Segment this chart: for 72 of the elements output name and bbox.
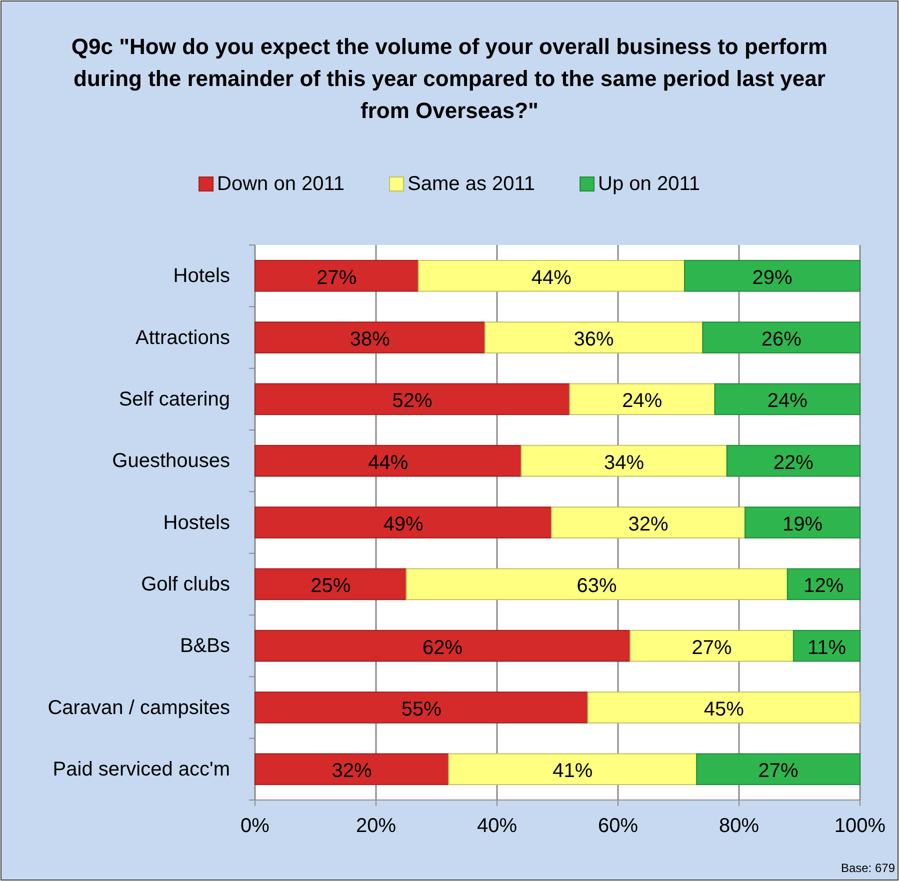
y-tick-label: Guesthouses [112, 450, 230, 472]
bar [630, 630, 794, 662]
data-label: 55% [401, 698, 442, 720]
bar [254, 444, 522, 477]
y-tick-label: Caravan / campsites [48, 696, 230, 719]
x-tick-label: 0% [240, 815, 270, 838]
y-tick-label: Golf clubs [141, 574, 230, 596]
data-label: 22% [773, 452, 814, 474]
x-tick-label: 20% [356, 815, 396, 838]
bar [406, 568, 788, 600]
data-label: 29% [752, 266, 793, 289]
bar [550, 506, 746, 538]
bar [569, 383, 716, 416]
y-tick-label: Self catering [118, 388, 230, 411]
data-label: 63% [576, 575, 618, 598]
data-label: 45% [704, 698, 744, 720]
bar [254, 260, 419, 292]
bar [448, 753, 698, 786]
bar [254, 322, 486, 354]
data-label: 44% [531, 266, 572, 289]
y-tick-label: B&Bs [180, 635, 230, 658]
chart-title: Q9c "How do you expect the volume of your overall business to perform during the remainder of this year compared to the same period last year from Overseas?" [71, 34, 828, 123]
data-label: 49% [383, 514, 424, 536]
bar [418, 260, 686, 292]
data-label: 62% [422, 636, 463, 659]
data-label: 27% [758, 760, 799, 782]
data-label: 19% [782, 514, 823, 536]
data-label: 25% [310, 575, 351, 598]
y-tick-label: Paid serviced acc'm [52, 758, 230, 781]
legend-label: Up on 2011 [598, 173, 700, 195]
data-label: 44% [368, 452, 408, 474]
x-tick-label: 80% [718, 815, 760, 838]
bar [254, 692, 588, 724]
bar [726, 444, 860, 477]
bar [254, 753, 450, 786]
bar [684, 260, 860, 292]
bar [254, 568, 407, 600]
data-label: 38% [350, 328, 390, 350]
legend-label: Down on 2011 [217, 173, 345, 195]
bar [587, 692, 860, 724]
data-label: 32% [332, 760, 372, 782]
bar [696, 753, 860, 786]
x-tick-label: 40% [476, 815, 518, 838]
bar [254, 506, 552, 538]
x-tick-label: 100% [834, 815, 886, 838]
data-label: 52% [392, 390, 433, 412]
data-label: 12% [804, 575, 844, 598]
legend-label: Same as 2011 [408, 173, 536, 195]
data-label: 24% [767, 390, 808, 412]
y-tick-label: Attractions [136, 326, 230, 349]
y-tick-label: Hotels [173, 265, 230, 288]
bar [484, 322, 704, 354]
data-label: 27% [316, 266, 357, 289]
bar [520, 444, 728, 477]
data-label: 36% [574, 328, 614, 350]
data-label: 26% [761, 328, 802, 350]
data-label: 27% [692, 636, 732, 659]
data-label: 41% [552, 760, 593, 782]
x-tick-label: 60% [598, 815, 638, 838]
bar [786, 568, 860, 600]
bar [702, 322, 860, 354]
text: Base: 679 [840, 861, 896, 875]
data-label: 32% [628, 514, 668, 536]
bar [792, 630, 860, 662]
data-label: 24% [622, 390, 662, 412]
bar [254, 630, 631, 662]
bar [744, 506, 860, 538]
bar [254, 383, 570, 416]
data-label: 34% [604, 452, 644, 474]
y-tick-label: Hostels [163, 512, 230, 534]
data-label: 11% [807, 636, 846, 659]
bar [714, 383, 860, 416]
